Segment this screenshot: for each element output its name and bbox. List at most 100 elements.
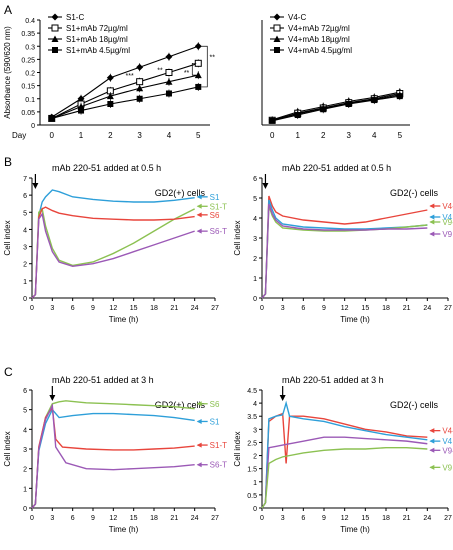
chart0-xtick-label: 0 (49, 131, 54, 140)
chart5-xtick-label: 27 (444, 515, 452, 522)
chart4-xlabel: Time (h) (109, 525, 139, 534)
chart1-point (294, 112, 301, 119)
chart5-arrowhead-V4 (429, 438, 435, 444)
chart2-series-S6 (31, 206, 195, 299)
chart2-series-S6-T (31, 212, 195, 299)
chart3-series-label-V9-T: V9-T (442, 218, 453, 227)
chart2-xtick-label: 18 (150, 305, 158, 312)
chart3-series-V4-T (261, 195, 428, 299)
chart4-xtick-label: 9 (91, 515, 95, 522)
chart4-arrowhead-S6 (196, 401, 202, 407)
chart0-point (195, 83, 202, 90)
chart0-xtick-label: 5 (196, 131, 201, 140)
chart2-series-label-S1: S1 (210, 193, 220, 202)
chart3-arrowhead-V4 (429, 214, 435, 220)
chart5-ytick-label: 2.5 (247, 440, 257, 447)
chart3-xlabel: Time (h) (340, 315, 370, 324)
chart0-ytick-label: 0.15 (21, 84, 35, 91)
chart3-xtick-label: 9 (322, 305, 326, 312)
chart5-series-label-V4-T: V4-T (442, 427, 453, 436)
chart1-xtick-label: 1 (295, 131, 300, 140)
chart5-xtick-label: 15 (361, 515, 369, 522)
chart5-ytick-label: 0.5 (247, 493, 257, 500)
chart0-point (136, 78, 144, 86)
chart2-series-S1-T (31, 207, 195, 299)
chart3-series-V4 (261, 199, 428, 299)
chart4-ytick-label: 3 (23, 447, 27, 454)
chart2-ytick-label: 2 (23, 262, 27, 269)
chart4-xtick-label: 27 (211, 515, 219, 522)
chart4-xtick-label: 15 (130, 515, 138, 522)
chart5-ylabel: Cell index (233, 431, 242, 466)
chart5-xtick-label: 18 (382, 515, 390, 522)
chart5-ytick-label: 2 (253, 454, 257, 461)
chart0-point (165, 78, 173, 85)
chart2-series-S1 (31, 189, 195, 299)
chart0-legend-marker (51, 13, 59, 21)
chart1-xtick-label: 5 (398, 131, 403, 140)
chart0-series-line (51, 74, 199, 119)
chart0-significance: ** (184, 70, 190, 77)
chart0-point (48, 115, 55, 122)
chart5-addition-arrowhead (279, 395, 286, 401)
chart3-xtick-label: 12 (341, 305, 349, 312)
chart4-ytick-label: 0 (23, 506, 27, 513)
chart4-arrowhead-S1-T (196, 442, 202, 448)
chart3-ytick-label: 4 (253, 216, 257, 223)
chart2-xtick-label: 24 (191, 305, 199, 312)
chart0-point (165, 53, 173, 61)
chart3-series-V9-T (261, 205, 428, 299)
chart2-series-label-S1-T: S1-T (210, 202, 227, 211)
chart1-point (371, 97, 378, 104)
chart0-ytick-label: 0.1 (25, 97, 35, 104)
chart0-point (194, 42, 202, 50)
chart3-title: mAb 220-51 added at 0.5 h (282, 163, 391, 173)
chart4-ytick-label: 5 (23, 408, 27, 415)
chart5-series-V4-T (261, 412, 428, 509)
chart4-ytick-label: 2 (23, 467, 27, 474)
chart5-series-V9 (261, 446, 428, 509)
chart5-ytick-label: 0 (253, 506, 257, 513)
chart4-xtick-label: 3 (50, 515, 54, 522)
chart0-series-line (51, 86, 199, 119)
chart0-ytick-label: 0.05 (21, 110, 35, 117)
chart2-ytick-label: 6 (23, 193, 27, 200)
chart3-xtick-label: 21 (403, 305, 411, 312)
chart2-arrowhead-S6 (196, 212, 202, 218)
chart3-xtick-label: 15 (361, 305, 369, 312)
chart4-series-label-S6-T: S6-T (210, 461, 227, 470)
chart2-addition-arrowhead (32, 183, 39, 189)
chart0-xtick-label: 3 (137, 131, 142, 140)
chart0-point (107, 101, 114, 107)
chart3-series-V9 (261, 203, 428, 299)
chart1-series-line (272, 95, 400, 122)
chart0-ytick-label: 0.2 (25, 71, 35, 78)
chart3-xtick-label: 3 (281, 305, 285, 312)
chart4-series-label-S6: S6 (210, 400, 220, 409)
chart0-ytick-label: 0.3 (25, 44, 35, 51)
chart4-ytick-label: 4 (23, 427, 27, 434)
chart0-xtick-label: 1 (79, 131, 84, 140)
chart0-point (136, 84, 144, 92)
chart4-arrowhead-S1 (196, 418, 202, 424)
chart1-legend-marker (273, 24, 281, 32)
chart5-arrowhead-V4-T (429, 428, 435, 434)
chart5-ytick-label: 1.5 (247, 467, 257, 474)
chart0-xlabel: Day (12, 131, 26, 140)
chart2-ytick-label: 0 (23, 296, 27, 303)
chart2-xtick-label: 27 (211, 305, 219, 312)
chart4-series-S6-T (31, 403, 195, 509)
chart1-xtick-label: 4 (372, 131, 377, 140)
chart3-ytick-label: 6 (253, 176, 257, 183)
chart0-ytick-label: 0 (31, 123, 35, 130)
chart1-point (320, 106, 327, 113)
chart0-xtick-label: 4 (167, 131, 172, 140)
chart5-ytick-label: 1 (253, 480, 257, 487)
chart1-series-line (272, 91, 400, 121)
chart1-legend-marker (273, 35, 281, 42)
chart0-point (78, 107, 85, 114)
chart5-series-label-V9: V9 (442, 463, 452, 472)
chart3-series-label-V9: V9 (442, 230, 452, 239)
chart2-xlabel: Time (h) (109, 315, 139, 324)
chart4-xtick-label: 12 (109, 515, 117, 522)
